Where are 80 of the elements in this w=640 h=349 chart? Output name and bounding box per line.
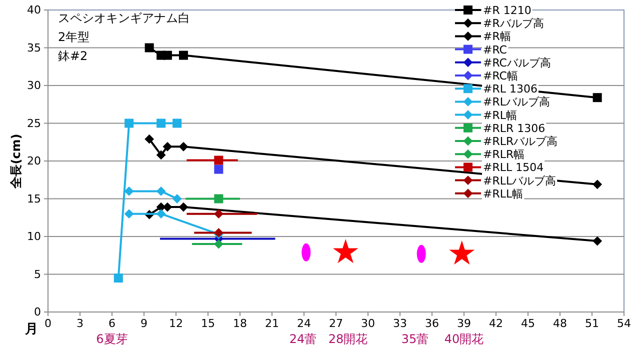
y-tick-label: 40	[27, 4, 41, 17]
point	[172, 118, 182, 128]
point	[162, 142, 172, 152]
chart-title: スペシオキンギアナム白	[58, 11, 190, 25]
y-tick-label: 35	[27, 41, 41, 54]
x-tick-label: 51	[585, 316, 599, 330]
point	[214, 240, 224, 249]
point	[332, 239, 358, 264]
y-axis-title: 全長(cm)	[9, 134, 23, 190]
text: 40開花	[444, 332, 484, 346]
point	[156, 186, 166, 196]
x-tick-label: 48	[553, 316, 567, 330]
point	[178, 202, 188, 212]
x-tick-label: 39	[457, 316, 471, 330]
legend-label: #RLR幅	[483, 148, 525, 162]
x-tick-label: 15	[201, 316, 215, 330]
text: 24蕾	[289, 332, 317, 346]
point	[178, 50, 188, 60]
x-tick-label: 30	[361, 316, 375, 330]
point	[449, 240, 475, 265]
y-tick-label: 30	[27, 79, 41, 92]
x-tick-label: 33	[393, 316, 407, 330]
legend-label: #RLバルブ高	[483, 96, 550, 109]
point	[172, 194, 182, 204]
annotation: 鉢#2	[58, 49, 88, 63]
x-tick-label: 0	[44, 316, 52, 330]
point	[124, 209, 134, 218]
x-tick-label: 24	[297, 316, 311, 330]
y-tick-label: 0	[34, 306, 41, 319]
point	[214, 209, 224, 218]
legend-label: #RLL幅	[483, 187, 524, 200]
point	[156, 150, 166, 160]
point	[592, 93, 602, 102]
y-tick-label: 5	[34, 268, 41, 281]
x-tick-label: 45	[521, 316, 535, 330]
y-tick-label: 15	[27, 192, 41, 206]
text: 2年型	[58, 30, 90, 44]
point	[114, 274, 123, 283]
text: 6夏芽	[96, 332, 128, 346]
x-tick-label: 18	[233, 316, 247, 330]
point	[214, 156, 224, 165]
point	[592, 236, 602, 246]
y-tick-label: 10	[27, 230, 41, 244]
legend-label: #RL幅	[483, 108, 517, 122]
x-tick-label: 6	[108, 316, 116, 330]
point	[124, 186, 134, 196]
point	[144, 43, 154, 52]
x-tick-label: 36	[425, 316, 439, 330]
text: 35蕾	[401, 332, 429, 346]
point	[592, 180, 602, 189]
text: 28開花	[328, 332, 368, 346]
x-tick-label: 12	[169, 316, 183, 330]
x-tick-label: 27	[329, 316, 343, 330]
legend-label: #RLR 1306	[483, 122, 546, 135]
legend-label: #RC幅	[483, 70, 518, 82]
point	[214, 164, 224, 174]
point	[156, 209, 166, 218]
point	[156, 118, 166, 128]
x-tick-label: 21	[265, 316, 279, 330]
legend-label: #R幅	[483, 30, 511, 44]
legend-label: #Rバルブ高	[483, 17, 544, 30]
x-tick-label: 54	[617, 316, 631, 330]
point	[124, 118, 134, 128]
legend-label: #RC	[483, 43, 508, 56]
x-tick-label: 9	[140, 316, 148, 330]
point	[144, 134, 154, 144]
legend-label: #R 1210	[483, 4, 532, 17]
point	[214, 194, 224, 204]
x-axis-title: 月	[24, 322, 38, 337]
point	[162, 50, 172, 60]
x-tick-label: 3	[76, 316, 84, 330]
legend-label: #RL 1306	[483, 82, 538, 96]
legend-label: #RLLバルブ高	[483, 174, 556, 188]
legend-label: #RLL 1504	[483, 161, 544, 174]
point	[178, 142, 188, 152]
x-tick-label: 42	[489, 316, 503, 330]
y-tick-label: 25	[27, 116, 41, 130]
legend-label: #RCバルブ高	[483, 56, 551, 70]
legend-label: #RLRバルブ高	[483, 135, 558, 148]
y-tick-label: 20	[27, 154, 41, 168]
